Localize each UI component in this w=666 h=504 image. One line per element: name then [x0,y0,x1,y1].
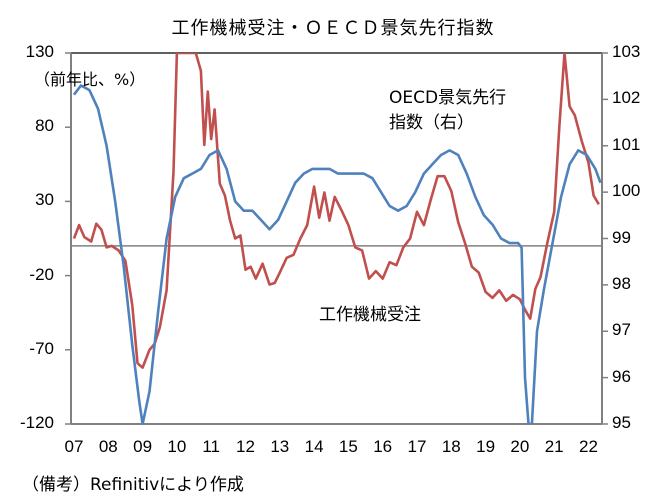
x-axis-tick-label: 19 [476,437,496,456]
right-axis-tick-label: 99 [612,227,631,247]
x-axis-tick-label: 21 [544,437,564,456]
orders-series-label: 工作機械受注 [319,305,421,325]
x-axis-tick-label: 20 [510,437,530,456]
x-axis-tick-label: 08 [98,437,118,456]
x-axis-tick-label: 07 [64,437,84,456]
x-axis-tick-label: 15 [338,437,358,456]
orders-line [72,53,600,369]
right-axis-tick-label: 100 [612,181,641,201]
left-axis-tick-label: -20 [29,264,54,284]
y-axis-unit-label: （前年比、%） [34,70,146,89]
x-axis-tick-label: 14 [304,437,324,456]
oecd-series-label-line2: 指数（右） [389,113,474,133]
right-axis-tick-label: 97 [612,320,631,340]
x-axis-tick-label: 18 [441,437,461,456]
oecd-series-label-line1: OECD景気先行 [389,88,507,108]
left-axis-tick-label: 30 [35,190,54,210]
right-axis-tick-label: 98 [612,273,631,293]
x-axis-tick-label: 09 [133,437,153,456]
footnote: （備考）Refinitivにより作成 [22,475,244,495]
x-axis-tick-label: 22 [579,437,598,456]
x-axis-tick-label: 16 [373,437,393,456]
x-axis-tick-label: 13 [270,437,290,456]
x-axis-tick-label: 11 [202,437,221,456]
right-axis-tick-label: 96 [612,366,631,386]
right-axis-tick-label: 103 [612,42,641,61]
left-axis-tick-label: -120 [19,413,54,432]
x-axis-tick-label: 12 [236,437,255,456]
left-axis-tick-label: 130 [25,42,54,61]
x-axis-tick-label: 10 [167,437,187,456]
chart-title: 工作機械受注・ＯＥＣＤ景気先行指数 [171,18,495,39]
left-axis-tick-label: 80 [35,116,54,136]
right-axis-tick-label: 101 [612,134,641,154]
oecd-line [72,84,602,424]
left-axis-tick-label: -70 [29,338,54,358]
right-axis-tick-label: 102 [612,88,641,108]
right-axis-tick-label: 95 [612,413,631,432]
x-axis-tick-label: 17 [407,437,427,456]
